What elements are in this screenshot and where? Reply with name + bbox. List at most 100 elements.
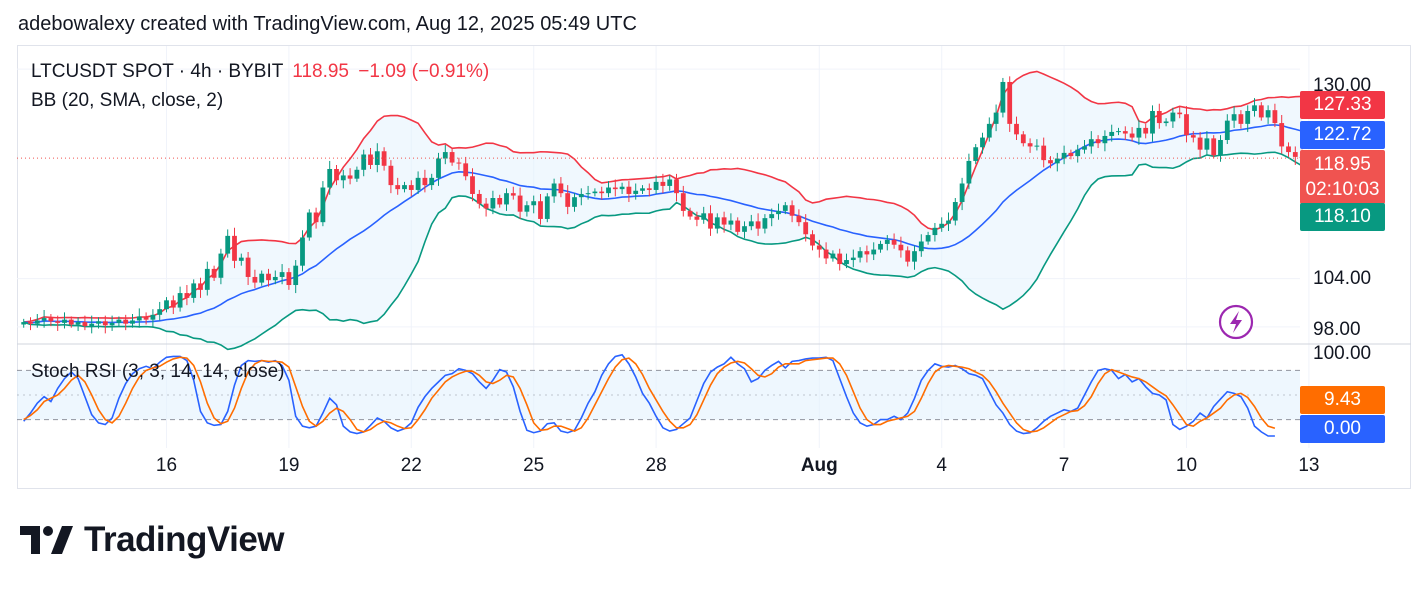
candle-body bbox=[959, 183, 965, 203]
candle-body bbox=[939, 223, 945, 228]
candle-body bbox=[463, 163, 469, 177]
candle-body bbox=[1143, 127, 1149, 134]
candle-body bbox=[1184, 114, 1189, 136]
candle-body bbox=[1000, 81, 1006, 113]
symbol-name: LTCUSDT SPOT · 4h · BYBIT bbox=[31, 61, 283, 82]
bb-lower-badge: 118.10 bbox=[1300, 203, 1385, 231]
candle-body bbox=[1258, 105, 1264, 118]
candle-body bbox=[850, 257, 856, 261]
candle-body bbox=[354, 169, 360, 179]
candle-body bbox=[75, 322, 81, 325]
candle-body bbox=[993, 112, 999, 124]
candle-body bbox=[497, 198, 503, 205]
candle-body bbox=[531, 201, 537, 206]
candle-body bbox=[844, 260, 849, 265]
candle-body bbox=[871, 249, 877, 255]
candle-body bbox=[381, 151, 387, 166]
candle-body bbox=[476, 193, 482, 204]
candle-body bbox=[191, 283, 197, 298]
candle-body bbox=[878, 243, 883, 250]
candle-body bbox=[1211, 138, 1217, 156]
lightning-icon bbox=[1230, 311, 1242, 333]
candle-body bbox=[524, 205, 530, 212]
candle-body bbox=[259, 273, 265, 283]
candle-body bbox=[1218, 139, 1223, 156]
candle-body bbox=[1286, 146, 1291, 153]
price-change: −1.09 (−0.91%) bbox=[358, 61, 490, 82]
time-tick-4: 4 bbox=[936, 455, 947, 476]
candle-body bbox=[136, 316, 142, 321]
time-tick-16: 16 bbox=[155, 455, 178, 476]
time-tick-10: 10 bbox=[1175, 455, 1198, 476]
candle-body bbox=[102, 321, 108, 326]
candle-body bbox=[1272, 110, 1278, 124]
candle-body bbox=[238, 257, 244, 261]
candle-body bbox=[789, 205, 795, 216]
candle-body bbox=[1041, 145, 1047, 161]
candle-body bbox=[1150, 110, 1155, 134]
candle-body bbox=[864, 251, 870, 255]
candle-body bbox=[408, 185, 414, 190]
candle-body bbox=[177, 293, 183, 308]
time-tick-28: 28 bbox=[645, 455, 667, 476]
candle-body bbox=[62, 319, 67, 323]
candle-body bbox=[327, 168, 333, 188]
stoch-d-badge: 9.43 bbox=[1300, 386, 1385, 414]
candle-body bbox=[966, 160, 972, 184]
candle-body bbox=[687, 210, 693, 217]
tradingview-logo[interactable]: TradingView bbox=[20, 520, 285, 560]
candle-body bbox=[157, 309, 163, 315]
candle-body bbox=[755, 221, 761, 229]
candle-body bbox=[1088, 139, 1094, 147]
candle-body bbox=[1048, 160, 1053, 164]
candle-body bbox=[116, 319, 122, 323]
candle-body bbox=[293, 265, 299, 286]
candle-body bbox=[1095, 139, 1101, 144]
candle-body bbox=[925, 235, 931, 242]
candle-body bbox=[857, 251, 863, 258]
candle-body bbox=[1224, 120, 1230, 140]
candle-body bbox=[1231, 114, 1237, 121]
candle-body bbox=[776, 210, 781, 215]
candle-body bbox=[21, 322, 27, 325]
stoch-d-line bbox=[23, 356, 1276, 433]
candle-body bbox=[402, 185, 407, 190]
candle-body bbox=[1020, 134, 1026, 144]
countdown-timer: 02:10:03 bbox=[1305, 179, 1380, 200]
candle-body bbox=[816, 245, 822, 250]
candle-body bbox=[245, 257, 251, 277]
candle-body bbox=[184, 293, 190, 298]
candle-body bbox=[347, 175, 353, 179]
candle-body bbox=[572, 197, 577, 207]
candle-body bbox=[510, 193, 516, 196]
candle-body bbox=[782, 205, 788, 211]
candle-body bbox=[232, 235, 237, 261]
candle-body bbox=[1136, 127, 1142, 138]
candle-body bbox=[170, 300, 176, 308]
candle-body bbox=[68, 319, 74, 325]
symbol-legend: LTCUSDT SPOT · 4h · BYBIT 118.95 −1.09 (… bbox=[31, 61, 489, 83]
candle-body bbox=[810, 234, 815, 246]
candle-body bbox=[952, 202, 958, 221]
candle-body bbox=[300, 237, 305, 266]
candle-body bbox=[34, 320, 40, 324]
candle-body bbox=[442, 152, 448, 159]
candle-body bbox=[1279, 123, 1285, 147]
candle-body bbox=[701, 213, 707, 220]
candle-body bbox=[320, 187, 326, 223]
chart-container[interactable] bbox=[17, 45, 1411, 489]
candle-body bbox=[449, 152, 455, 163]
candle-body bbox=[1109, 131, 1115, 136]
time-tick-13: 13 bbox=[1298, 455, 1320, 476]
candle-body bbox=[1197, 137, 1203, 150]
candle-body bbox=[592, 191, 598, 194]
candle-body bbox=[1129, 133, 1135, 138]
candle-body bbox=[837, 253, 843, 265]
candle-body bbox=[769, 214, 775, 219]
candle-body bbox=[252, 276, 258, 283]
candle-body bbox=[55, 321, 61, 323]
candle-body bbox=[646, 188, 652, 190]
candle-body bbox=[313, 212, 319, 223]
candle-body bbox=[150, 314, 156, 320]
